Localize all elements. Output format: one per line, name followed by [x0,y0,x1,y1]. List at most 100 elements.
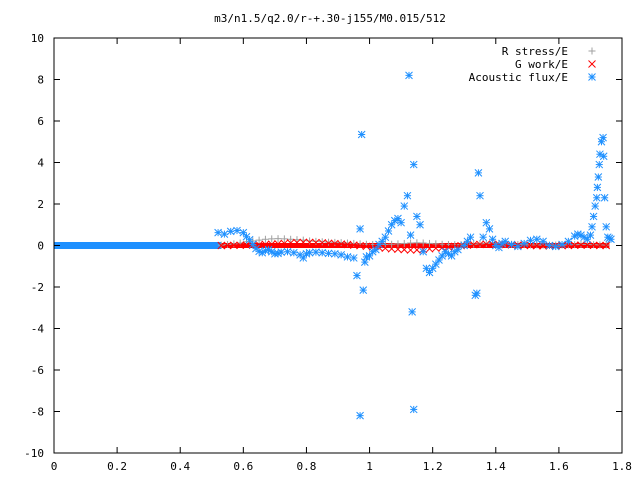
data-point [431,244,440,253]
data-point [472,289,481,298]
chart-title: m3/n1.5/q2.0/r-+.30-j155/M0.015/512 [214,12,446,25]
data-point [586,231,595,239]
data-point [413,239,421,247]
data-point [280,235,288,243]
data-point [214,228,222,237]
data-point [331,238,339,246]
data-point [330,239,339,248]
data-point [595,160,604,169]
data-point [388,240,396,248]
data-point [413,246,421,254]
data-point [482,218,491,227]
data-point [359,286,368,294]
data-point [570,241,579,250]
x-tick-label: 1 [366,460,373,473]
data-point [400,245,409,254]
x-tick-label: 0.8 [297,460,317,473]
data-point [255,240,263,249]
data-point [588,222,596,231]
data-point [577,241,585,249]
data-point [226,227,235,236]
legend-marker [588,73,596,81]
data-point [245,235,254,244]
data-point [501,237,510,246]
data-point [305,238,314,247]
data-point [431,260,440,269]
x-tick-label: 0.2 [107,460,127,473]
data-point [599,133,607,142]
data-point [312,238,320,247]
data-point [356,411,364,420]
x-tick-label: 1.6 [549,460,569,473]
data-point [274,239,282,248]
data-point [324,249,333,258]
legend-marker [588,60,596,68]
data-point [318,238,326,246]
data-point [400,202,409,210]
data-point [362,242,371,251]
data-point [230,240,238,248]
data-point [425,268,434,277]
data-point [224,240,232,248]
data-point [293,238,301,247]
data-point [299,238,308,247]
data-point [356,241,364,250]
x-tick-label: 1.2 [423,460,443,473]
y-tick-label: -4 [31,323,45,336]
data-point [419,239,427,247]
data-point [378,237,387,246]
data-point [599,152,608,161]
y-tick-label: -10 [24,447,44,460]
data-point [406,246,415,254]
data-point [223,241,232,250]
data-point [299,254,308,262]
data-point [409,405,418,414]
data-point [394,214,402,223]
data-point [600,193,609,202]
data-point [230,241,238,250]
data-point [425,244,434,253]
data-point [482,240,491,249]
data-point [268,235,276,243]
x-tick-label: 1.4 [486,460,506,473]
data-point [261,235,269,243]
data-point [277,248,286,256]
data-point [447,252,456,260]
data-point [602,241,611,250]
data-point [248,240,257,249]
data-point [583,241,592,249]
data-point [507,240,516,249]
data-point [476,191,484,200]
data-point [405,71,413,80]
data-point [365,252,374,260]
plot-area [54,71,615,420]
data-point [337,240,346,248]
data-point [607,235,615,244]
data-point [589,241,598,250]
data-point [422,264,431,273]
data-point [384,227,393,235]
data-point [324,239,333,248]
data-point [435,256,443,264]
data-point [287,235,295,243]
data-point [589,212,598,221]
data-point [217,241,226,250]
data-point [267,240,276,249]
data-point [261,240,270,249]
data-point [488,235,497,244]
data-point [592,193,601,202]
y-tick-label: 0 [37,240,44,253]
legend-label: R stress/E [502,45,568,58]
data-point [280,239,289,248]
data-point [476,240,484,249]
data-point [274,235,282,243]
data-point [403,191,412,200]
data-point [305,248,314,257]
x-tick-label: 0.4 [170,460,190,473]
data-point [255,236,263,244]
data-point [551,242,560,251]
x-tick-label: 0.6 [233,460,253,473]
data-point [337,250,346,259]
data-point [330,249,339,258]
